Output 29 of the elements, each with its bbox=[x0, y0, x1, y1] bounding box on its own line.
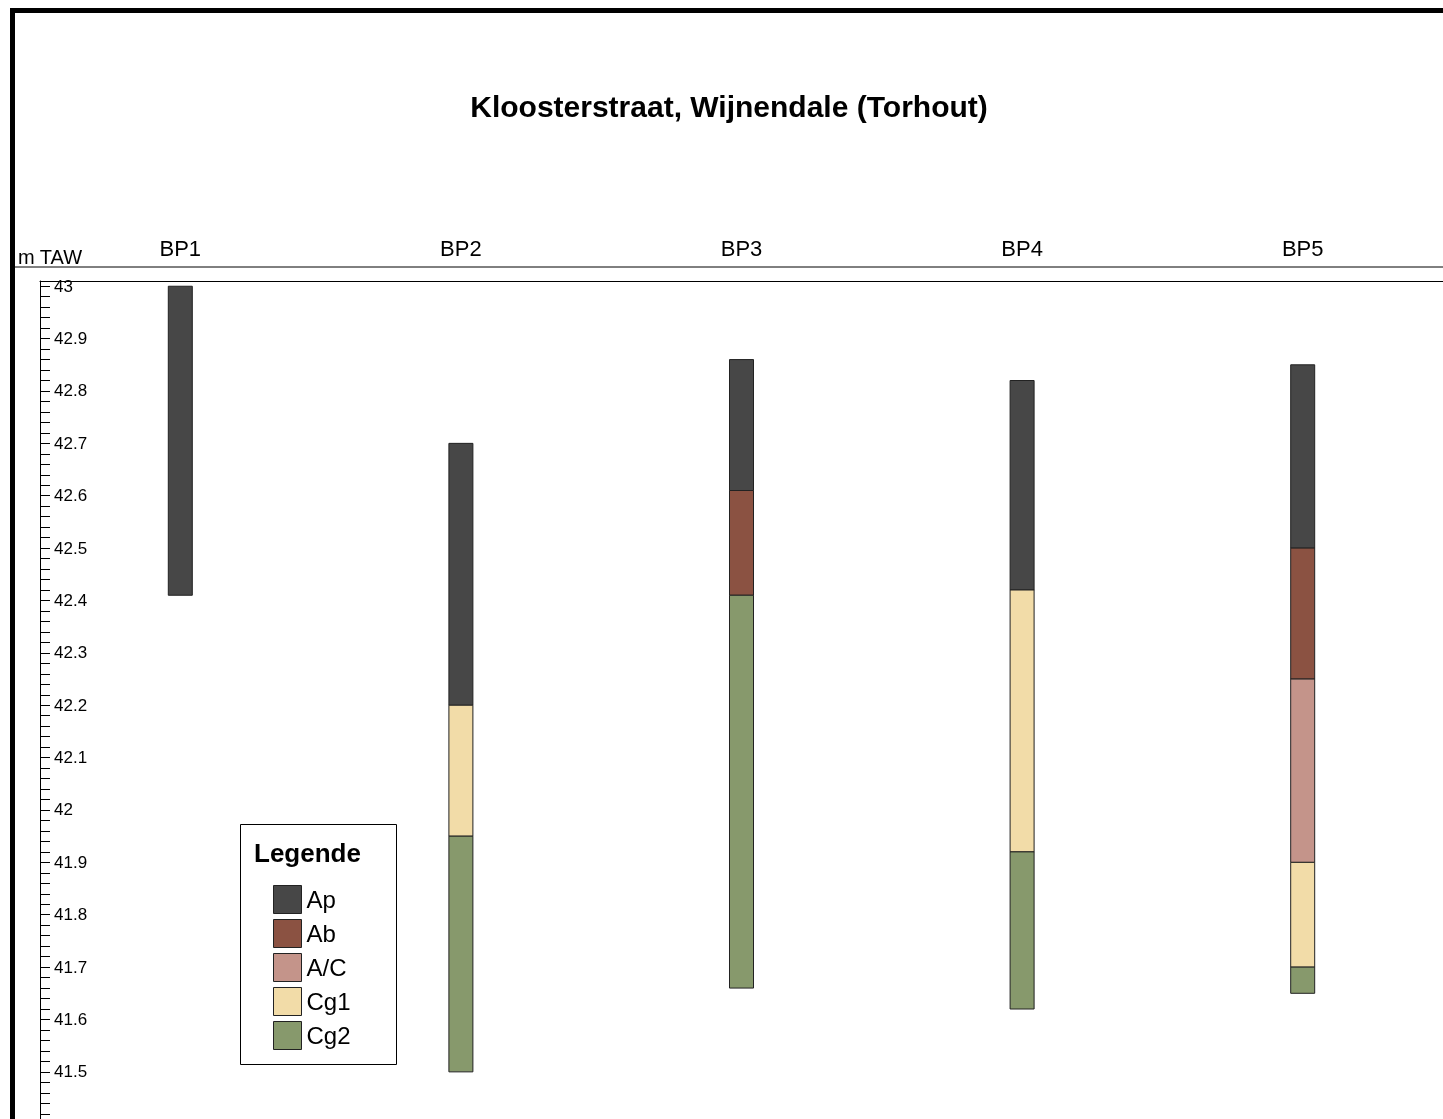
x-tick-label: BP1 bbox=[159, 235, 202, 261]
y-tick-label: 41.9 bbox=[54, 852, 88, 872]
x-tick-label: BP4 bbox=[1001, 235, 1043, 261]
chart-title: Kloosterstraat, Wijnendale (Torhout) bbox=[470, 89, 988, 123]
y-tick-label: 42.3 bbox=[54, 643, 88, 663]
legend-label: Cg1 bbox=[306, 988, 351, 1015]
legend-label: Ap bbox=[306, 886, 336, 913]
y-tick-label: 42.6 bbox=[54, 486, 88, 506]
legend-label: Ab bbox=[306, 920, 336, 947]
y-tick-label: 42.1 bbox=[54, 748, 88, 768]
y-tick-label: 42.2 bbox=[54, 695, 88, 715]
legend-label: A/C bbox=[306, 954, 347, 981]
y-tick-label: 42 bbox=[54, 800, 73, 820]
y-tick-label: 42.7 bbox=[54, 433, 88, 453]
y-tick-label: 42.4 bbox=[54, 590, 88, 610]
y-tick-label: 42.9 bbox=[54, 329, 88, 349]
y-tick-label: 41.7 bbox=[54, 957, 88, 977]
y-tick-label: 42.8 bbox=[54, 381, 88, 401]
legend-label: Cg2 bbox=[306, 1022, 351, 1049]
y-tick-label: 41.5 bbox=[54, 1062, 88, 1082]
y-tick-label: 41.6 bbox=[54, 1009, 88, 1029]
y-axis-title: m TAW bbox=[18, 246, 83, 268]
x-tick-label: BP5 bbox=[1281, 235, 1324, 261]
y-tick-label: 41.8 bbox=[54, 905, 88, 925]
x-tick-label: BP3 bbox=[720, 235, 763, 261]
legend-title: Legende bbox=[254, 838, 361, 868]
bar bbox=[167, 285, 193, 596]
y-tick-label: 42.5 bbox=[54, 538, 88, 558]
x-tick-label: BP2 bbox=[440, 235, 482, 261]
